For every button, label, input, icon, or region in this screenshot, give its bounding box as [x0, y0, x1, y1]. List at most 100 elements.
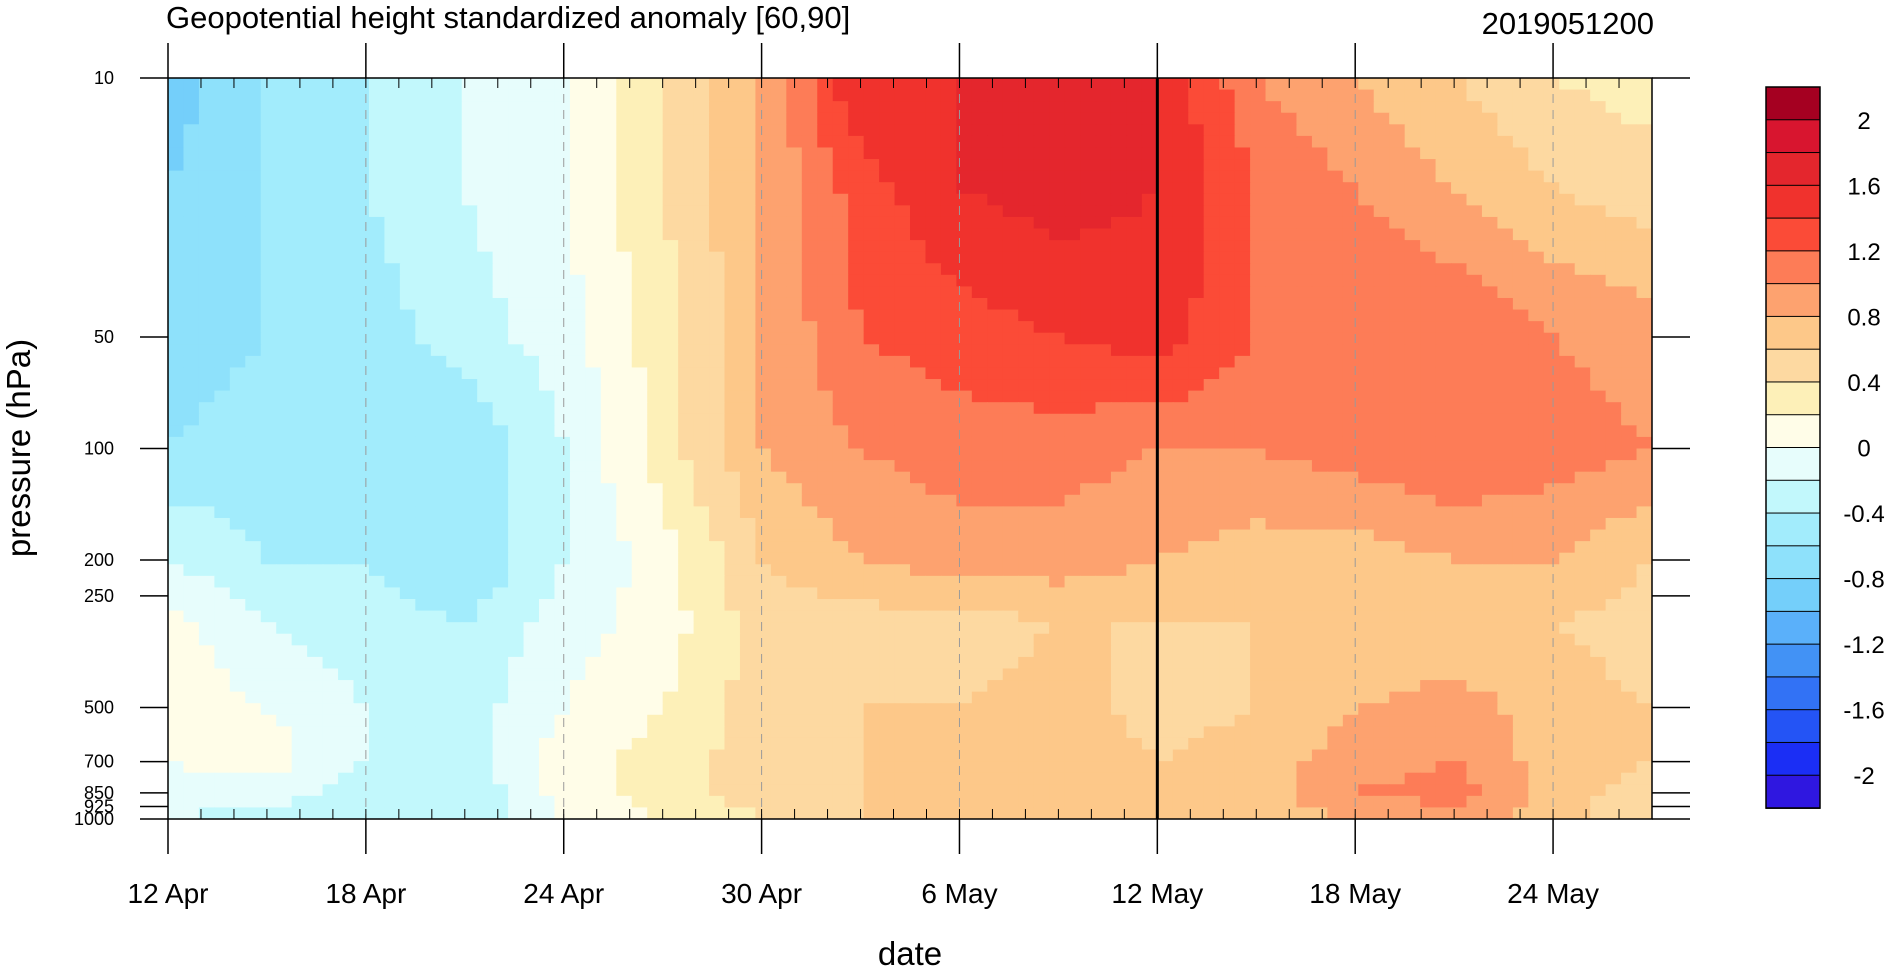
- contour-cell: [770, 367, 787, 380]
- contour-cell: [739, 599, 757, 612]
- contour-cell: [817, 297, 834, 311]
- contour-cell: [940, 587, 957, 600]
- contour-cell: [1250, 529, 1267, 542]
- contour-cell: [879, 564, 896, 577]
- contour-cell: [832, 656, 849, 670]
- contour-cell: [894, 344, 911, 357]
- contour-cell: [1002, 251, 1019, 264]
- contour-cell: [307, 101, 324, 114]
- contour-cell: [307, 645, 324, 658]
- contour-cell: [647, 402, 664, 415]
- contour-cell: [276, 633, 293, 646]
- contour-cell: [430, 135, 447, 149]
- contour-cell: [1064, 286, 1081, 299]
- contour-cell: [925, 78, 942, 91]
- contour-cell: [1327, 460, 1344, 473]
- contour-cell: [879, 413, 896, 426]
- contour-cell: [1188, 575, 1205, 589]
- contour-cell: [430, 193, 447, 206]
- contour-cell: [1574, 170, 1591, 183]
- contour-cell: [709, 483, 726, 496]
- contour-cell: [940, 182, 957, 195]
- contour-cell: [863, 506, 880, 519]
- contour-cell: [1250, 460, 1267, 473]
- contour-cell: [1621, 355, 1638, 369]
- contour-cell: [1265, 575, 1282, 589]
- contour-cell: [848, 460, 865, 473]
- contour-cell: [910, 471, 927, 484]
- contour-cell: [1141, 436, 1158, 450]
- contour-cell: [291, 425, 308, 438]
- contour-cell: [1049, 240, 1066, 253]
- contour-cell: [616, 124, 633, 137]
- contour-cell: [987, 112, 1004, 125]
- contour-cell: [260, 321, 277, 334]
- contour-cell: [755, 193, 772, 206]
- contour-cell: [1590, 355, 1607, 369]
- contour-cell: [956, 228, 973, 241]
- contour-cell: [1435, 390, 1452, 403]
- contour-cell: [616, 436, 633, 450]
- contour-cell: [291, 413, 308, 426]
- contour-cell: [1435, 170, 1452, 183]
- contour-cell: [1420, 286, 1437, 299]
- contour-cell: [1311, 599, 1328, 612]
- contour-cell: [569, 251, 586, 264]
- contour-cell: [368, 425, 386, 438]
- contour-cell: [415, 517, 432, 531]
- contour-cell: [585, 668, 602, 681]
- contour-cell: [430, 216, 447, 230]
- contour-cell: [616, 668, 633, 681]
- contour-cell: [1095, 402, 1112, 415]
- contour-cell: [245, 309, 262, 322]
- contour-cell: [940, 367, 957, 380]
- contour-cell: [461, 471, 478, 484]
- contour-cell: [1605, 656, 1622, 670]
- contour-cell: [1281, 552, 1298, 565]
- contour-cell: [1481, 170, 1499, 183]
- contour-cell: [569, 587, 586, 600]
- contour-cell: [616, 228, 633, 241]
- contour-cell: [801, 610, 818, 623]
- contour-cell: [1481, 355, 1499, 369]
- contour-cell: [508, 599, 525, 612]
- contour-cell: [585, 240, 602, 253]
- contour-cell: [585, 402, 602, 415]
- contour-cell: [1080, 159, 1097, 172]
- contour-cell: [1342, 367, 1359, 380]
- contour-cell: [1358, 182, 1375, 195]
- contour-cell: [276, 182, 293, 195]
- contour-cell: [1126, 425, 1143, 438]
- contour-cell: [338, 436, 355, 450]
- contour-cell: [1080, 610, 1097, 623]
- contour-cell: [307, 78, 324, 91]
- contour-cell: [1559, 517, 1576, 531]
- contour-cell: [1141, 159, 1158, 172]
- contour-cell: [1311, 483, 1328, 496]
- contour-cell: [848, 645, 865, 658]
- contour-cell: [1157, 448, 1174, 461]
- contour-cell: [817, 448, 834, 461]
- contour-cell: [1621, 112, 1638, 125]
- contour-cell: [1435, 240, 1452, 253]
- contour-cell: [647, 159, 664, 172]
- contour-cell: [1095, 216, 1112, 230]
- contour-cell: [1033, 575, 1050, 589]
- contour-cell: [1636, 274, 1652, 288]
- contour-cell: [832, 78, 849, 91]
- contour-cell: [1141, 263, 1158, 276]
- contour-cell: [276, 228, 293, 241]
- contour-cell: [1188, 425, 1205, 438]
- contour-cell: [1466, 124, 1483, 137]
- contour-cell: [198, 135, 215, 149]
- contour-cell: [786, 89, 803, 102]
- contour-cell: [353, 182, 370, 195]
- contour-cell: [1311, 471, 1328, 484]
- contour-cell: [1296, 205, 1313, 218]
- contour-cell: [631, 367, 648, 380]
- contour-cell: [1033, 564, 1050, 577]
- contour-cell: [430, 517, 447, 531]
- contour-cell: [1110, 402, 1128, 415]
- contour-cell: [1636, 135, 1652, 149]
- contour-cell: [1110, 78, 1128, 91]
